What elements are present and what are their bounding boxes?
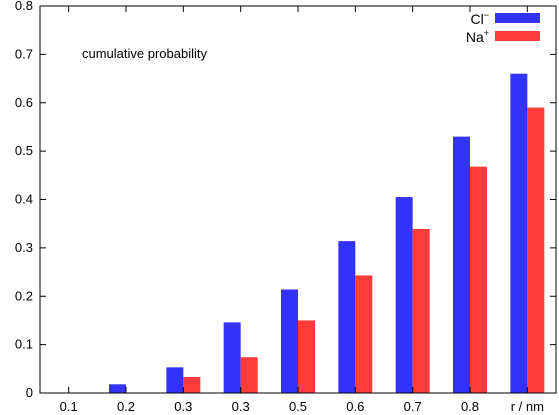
y-tick-label: 0.6	[15, 95, 33, 110]
legend-label-na-sup: +	[484, 28, 489, 38]
x-axis: 0.1 0.2 0.3 0.3 0.5 0.6 0.7 0.8 r / nm	[60, 6, 544, 414]
bar-cl-3	[223, 322, 241, 393]
x-tick-label: 0.2	[117, 399, 135, 414]
bar-cl-2	[166, 367, 184, 393]
y-axis: 0 0.1 0.2 0.3 0.4 0.5 0.6 0.7 0.8	[15, 0, 556, 400]
bar-na-4	[298, 320, 315, 393]
x-tick-label: 0.7	[404, 399, 422, 414]
bars-layer	[109, 73, 545, 394]
legend: Cl− Na+	[466, 10, 540, 45]
legend-label-cl: Cl−	[471, 10, 490, 27]
y-tick-label: 0.2	[15, 288, 33, 303]
x-tick-label: 0.3	[232, 399, 250, 414]
x-tick-label: r / nm	[511, 399, 544, 414]
bar-na-7	[470, 166, 487, 393]
legend-swatch-cl	[495, 13, 540, 23]
bar-cl-4	[281, 289, 298, 393]
y-tick-label: 0.5	[15, 143, 33, 158]
y-tick-label: 0.4	[15, 192, 33, 207]
legend-label-na: Na+	[466, 28, 489, 45]
bar-cl-5	[338, 241, 356, 393]
y-tick-label: 0	[26, 385, 33, 400]
bar-cl-6	[395, 197, 413, 393]
legend-swatch-na	[495, 31, 540, 41]
x-tick-label: 0.8	[461, 399, 479, 414]
bar-na-8	[527, 107, 545, 394]
x-tick-label: 0.1	[60, 399, 78, 414]
x-tick-label: 0.3	[174, 399, 192, 414]
legend-entry-cl: Cl−	[471, 10, 540, 27]
x-tick-label: 0.5	[289, 399, 307, 414]
bar-na-5	[355, 275, 373, 393]
x-tick-label: 0.6	[346, 399, 364, 414]
legend-label-cl-sup: −	[484, 10, 489, 20]
bar-na-6	[412, 229, 430, 393]
chart-annotation: cumulative probability	[82, 46, 208, 61]
y-tick-label: 0.3	[15, 240, 33, 255]
bar-cl-1	[109, 384, 126, 393]
bar-cl-8	[510, 73, 528, 393]
bar-na-3	[240, 357, 258, 393]
legend-label-cl-base: Cl	[471, 11, 484, 27]
y-tick-label: 0.8	[15, 0, 33, 13]
y-tick-label: 0.1	[15, 337, 33, 352]
y-tick-label: 0.7	[15, 46, 33, 61]
bar-na-2	[183, 377, 201, 393]
legend-label-na-base: Na	[466, 29, 484, 45]
legend-entry-na: Na+	[466, 28, 540, 45]
bar-cl-7	[453, 136, 470, 394]
